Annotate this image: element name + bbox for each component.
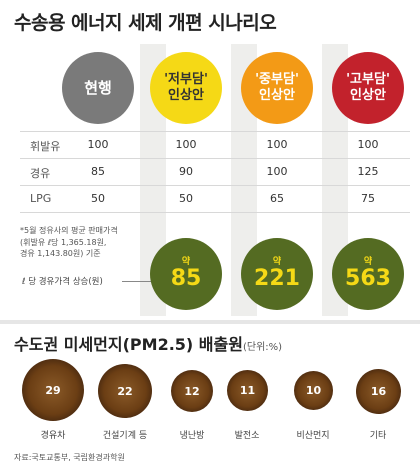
table-cell: 100 xyxy=(266,165,288,178)
source-value: 29 xyxy=(45,383,61,397)
rise-circle-low: 약 85 xyxy=(150,238,222,310)
section-divider xyxy=(0,320,420,324)
source-label: 건설기계 등 xyxy=(102,431,148,441)
section-title-text: 수도권 미세먼지(PM2.5) 배출원 xyxy=(14,335,243,354)
source-label: 비산먼지 xyxy=(296,431,330,441)
table-cell: 65 xyxy=(270,192,284,205)
source-circle-other: 16 xyxy=(356,369,401,414)
row-label-gasoline: 휘발유 xyxy=(30,140,61,153)
source-label: 발전소 xyxy=(234,431,260,441)
rise-value: 563 xyxy=(345,266,391,291)
price-footnote: *5월 정유사의 평균 판매가격 (휘발유 ℓ당 1,365.18원, 경유 1… xyxy=(20,225,170,260)
scenario-sublabel: 인상안 xyxy=(350,88,386,103)
footnote-line: *5월 정유사의 평균 판매가격 xyxy=(20,226,118,235)
footnote-line: 경유 1,143.80원) 기준 xyxy=(20,249,101,259)
source-value: 16 xyxy=(370,385,387,398)
table-divider xyxy=(20,158,410,159)
table-cell: 100 xyxy=(357,138,379,151)
source-value: 12 xyxy=(184,384,200,398)
rise-circle-high: 약 563 xyxy=(332,238,404,310)
page-title: 수송용 에너지 세제 개편 시나리오 xyxy=(14,12,277,34)
source-circle-construction: 22 xyxy=(98,364,152,418)
source-circle-diesel-car: 29 xyxy=(22,359,84,421)
table-cell: 75 xyxy=(361,192,375,205)
table-cell: 100 xyxy=(87,138,109,151)
rise-prefix: 약 xyxy=(363,257,373,267)
source-circle-power-plant: 11 xyxy=(227,370,268,411)
source-circle-heating: 12 xyxy=(171,370,213,412)
rise-circle-mid: 약 221 xyxy=(241,238,313,310)
scenario-high-circle: '고부담' 인상안 xyxy=(332,52,404,124)
source-value: 10 xyxy=(305,384,322,397)
unit-label: (단위:%) xyxy=(242,342,283,353)
scenario-current-circle: 현행 xyxy=(62,52,134,124)
table-cell: 50 xyxy=(179,192,193,205)
scenario-label: '저부담' xyxy=(164,72,208,88)
table-cell: 100 xyxy=(175,138,197,151)
table-cell: 100 xyxy=(266,138,288,151)
scenario-low-circle: '저부담' 인상안 xyxy=(150,52,222,124)
source-label: 기타 xyxy=(369,431,387,441)
source-label: 경유차 xyxy=(40,431,66,441)
source-label: 냉난방 xyxy=(179,431,205,441)
scenario-sublabel: 인상안 xyxy=(259,88,295,103)
table-cell: 125 xyxy=(357,165,379,178)
scenario-sublabel: 인상안 xyxy=(168,88,204,103)
diesel-rise-label: ℓ 당 경유가격 상승(원) xyxy=(22,277,103,287)
section-title: 수도권 미세먼지(PM2.5) 배출원(단위:%) xyxy=(14,331,282,355)
scenario-label: '중부담' xyxy=(255,72,299,88)
table-cell: 85 xyxy=(91,165,105,178)
table-cell: 50 xyxy=(91,192,105,205)
rise-value: 85 xyxy=(170,266,202,291)
source-value: 22 xyxy=(117,384,133,398)
rise-value: 221 xyxy=(254,266,300,291)
scenario-label: 현행 xyxy=(84,79,112,97)
table-divider xyxy=(20,185,410,186)
leader-line xyxy=(122,281,166,282)
scenario-mid-circle: '중부담' 인상안 xyxy=(241,52,313,124)
data-source: 자료:국토교통부, 국립환경과학원 xyxy=(14,453,125,462)
scenario-label: '고부담' xyxy=(346,72,390,88)
source-value: 11 xyxy=(239,384,256,397)
row-label-lpg: LPG xyxy=(30,192,52,205)
footnote-line: (휘발유 ℓ당 1,365.18원, xyxy=(20,237,107,247)
row-label-diesel: 경유 xyxy=(30,167,51,180)
rise-prefix: 약 xyxy=(181,257,191,267)
table-divider xyxy=(20,131,410,132)
rise-prefix: 약 xyxy=(272,257,282,267)
source-circle-fugitive-dust: 10 xyxy=(294,371,333,410)
table-divider xyxy=(20,212,410,213)
table-cell: 90 xyxy=(179,165,193,178)
